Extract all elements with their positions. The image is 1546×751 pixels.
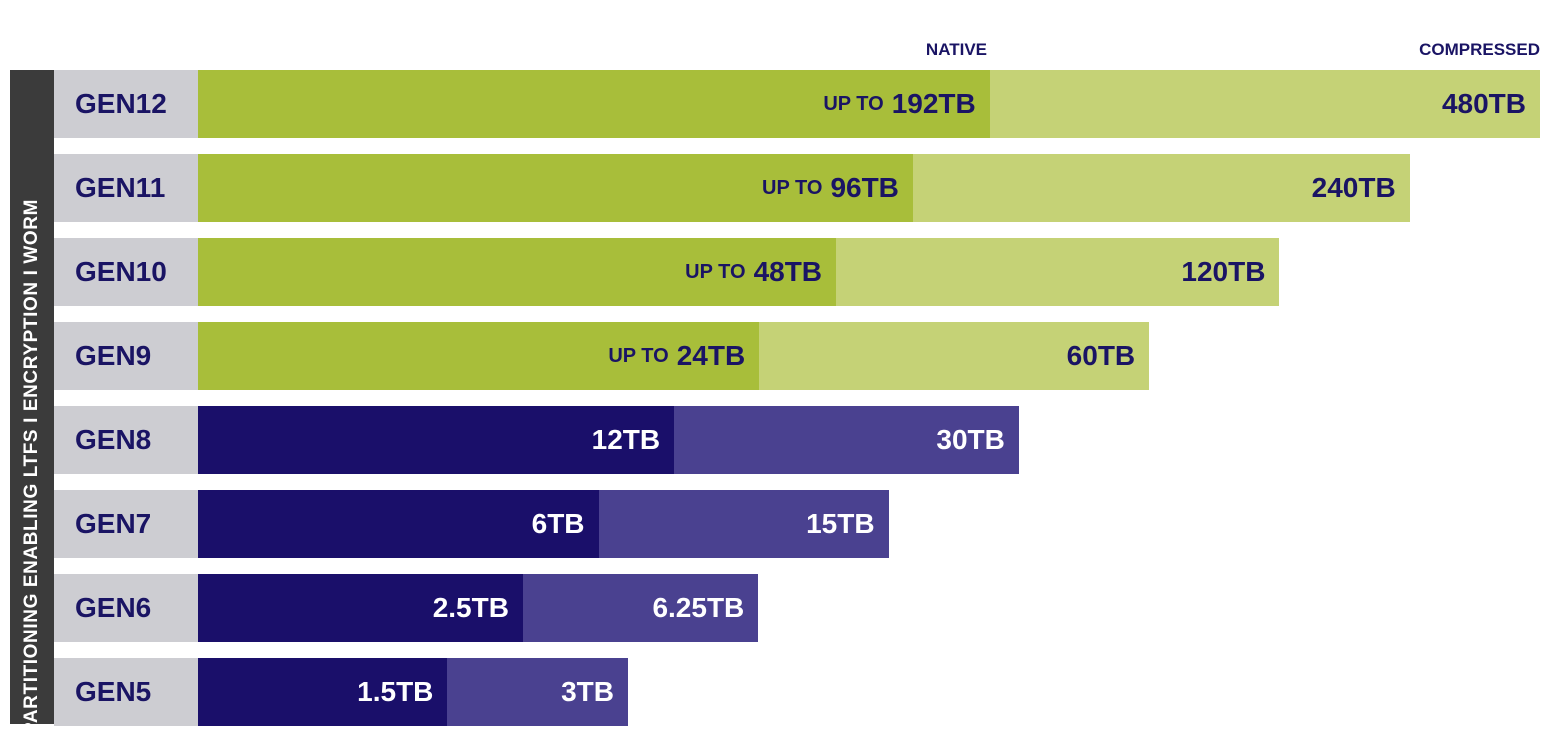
native-value-label: 96TB [830, 172, 899, 203]
native-bar: UP TO 96TB [198, 154, 913, 222]
native-bar: 12TB [198, 406, 675, 474]
compressed-header: COMPRESSED [1419, 40, 1540, 59]
generation-label: GEN10 [54, 238, 198, 306]
up-to-prefix: UP TO [823, 92, 884, 115]
native-value-label: 48TB [753, 256, 823, 287]
generation-label: GEN11 [54, 154, 198, 222]
generation-label: GEN6 [54, 574, 198, 642]
feature-sidebar-label: PARTITIONING ENABLING LTFS I ENCRYPTION … [21, 198, 42, 736]
compressed-value-label: 60TB [1066, 340, 1136, 371]
native-bar: 1.5TB [198, 658, 448, 726]
generation-label: GEN9 [54, 322, 198, 390]
up-to-prefix: UP TO [762, 176, 823, 199]
native-bar: UP TO 192TB [198, 70, 990, 138]
generation-label: GEN12 [54, 70, 198, 138]
native-bar: UP TO 48TB [198, 238, 837, 306]
generation-label: GEN8 [54, 406, 198, 474]
compressed-value-label: 3TB [561, 676, 614, 707]
native-bar: 6TB [198, 490, 599, 558]
compressed-value-label: 120TB [1181, 256, 1266, 287]
up-to-prefix: UP TO [685, 260, 746, 283]
native-bar: UP TO 24TB [198, 322, 760, 390]
native-bar: 2.5TB [198, 574, 523, 642]
compressed-value-label: 6.25TB [652, 592, 745, 623]
compressed-value-label: 15TB [806, 508, 875, 539]
compressed-value-label: 480TB [1441, 88, 1526, 119]
native-value-label: 1.5TB [357, 676, 434, 707]
native-value-label: 192TB [891, 88, 976, 119]
native-value-label: 24TB [676, 340, 746, 371]
feature-sidebar: PARTITIONING ENABLING LTFS I ENCRYPTION … [10, 70, 54, 735]
compressed-value-label: 30TB [936, 424, 1005, 455]
native-value-label: 2.5TB [432, 592, 509, 623]
native-value-label: 12TB [591, 424, 661, 455]
up-to-prefix: UP TO [608, 344, 669, 367]
generation-label: GEN7 [54, 490, 198, 558]
generation-label: GEN5 [54, 658, 198, 726]
compressed-value-label: 240TB [1311, 172, 1396, 203]
native-header: NATIVE [925, 40, 987, 59]
native-value-label: 6TB [531, 508, 585, 539]
